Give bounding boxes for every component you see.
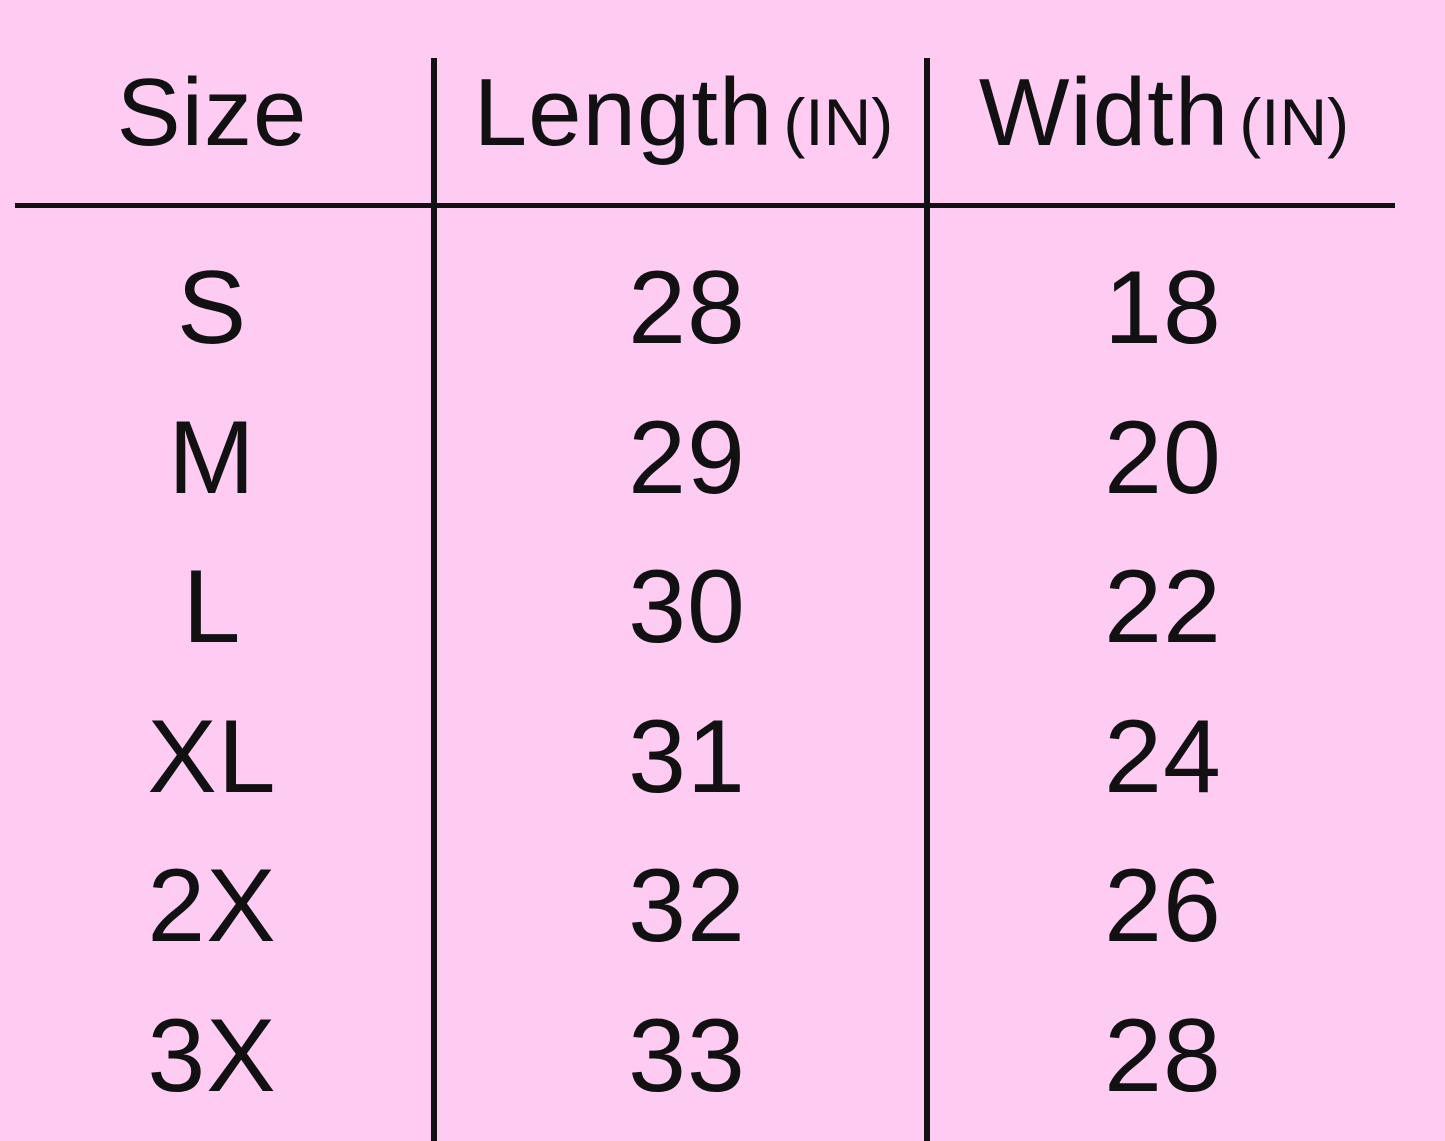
header-unit: (IN) <box>1239 85 1350 159</box>
length-cell: 31 <box>628 698 746 815</box>
width-cell: 20 <box>1104 399 1222 516</box>
length-cell: 32 <box>628 848 746 964</box>
header-label: Length <box>473 59 774 166</box>
width-cell: 28 <box>1104 997 1222 1114</box>
size-cell: M <box>168 399 256 516</box>
header-label: Size <box>116 59 308 166</box>
size-cell: XL <box>147 698 277 815</box>
size-cell: 3X <box>147 997 277 1114</box>
header-label: Width <box>978 59 1230 166</box>
width-cell: 26 <box>1104 848 1222 964</box>
header-divider <box>15 203 1395 208</box>
size-cell: S <box>176 250 248 366</box>
header-unit: (IN) <box>783 85 894 159</box>
length-cell: 30 <box>628 549 746 665</box>
length-cell: 29 <box>628 399 746 516</box>
length-cell: 33 <box>628 997 746 1114</box>
width-cell: 18 <box>1104 250 1222 366</box>
header-width: Width (IN) <box>933 58 1395 168</box>
header-size: Size <box>12 58 412 168</box>
size-cell: 2X <box>147 848 277 964</box>
width-cell: 22 <box>1104 549 1222 665</box>
header-length: Length (IN) <box>440 58 927 168</box>
width-cell: 24 <box>1104 698 1222 815</box>
column-divider <box>431 58 437 1141</box>
length-cell: 28 <box>628 250 746 366</box>
column-divider <box>924 58 930 1141</box>
size-cell: L <box>182 549 242 665</box>
